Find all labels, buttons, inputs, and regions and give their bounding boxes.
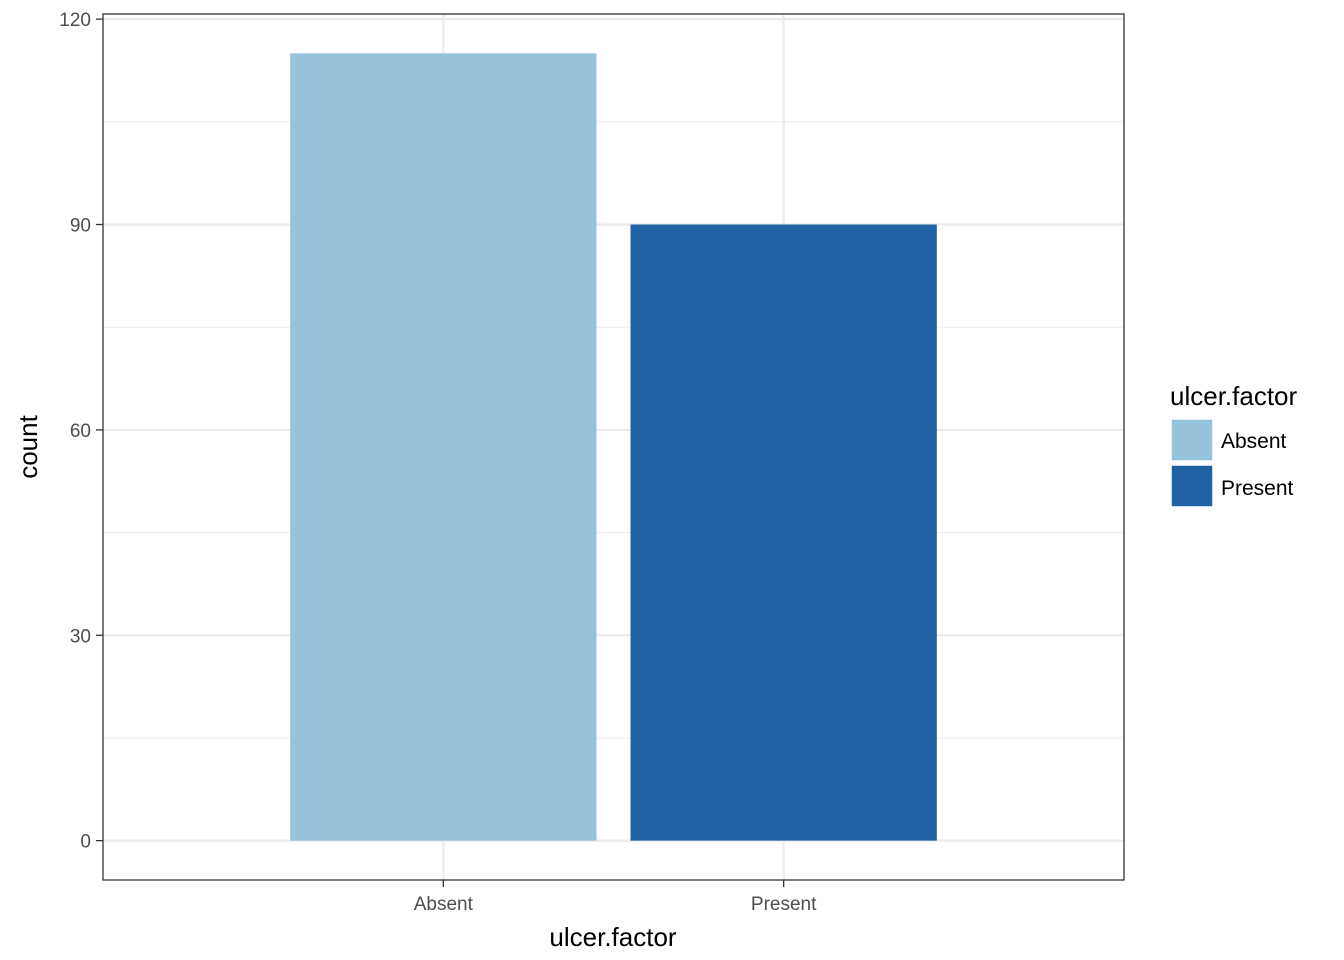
x-tick-label: Present <box>751 894 817 915</box>
y-tick-label: 30 <box>70 626 91 647</box>
bars <box>290 53 937 841</box>
bar-absent <box>290 53 597 841</box>
legend-title: ulcer.factor <box>1170 381 1298 411</box>
x-axis-title: ulcer.factor <box>549 922 677 952</box>
y-axis: 0 30 60 90 120 <box>59 10 103 853</box>
x-tick-label: Absent <box>414 894 474 915</box>
legend: ulcer.factor Absent Present <box>1170 381 1298 508</box>
y-tick-label: 120 <box>59 10 91 31</box>
plot-panel-background <box>103 14 1124 880</box>
legend-label-absent: Absent <box>1221 430 1287 453</box>
bar-present <box>630 224 937 841</box>
legend-key-present <box>1170 464 1214 508</box>
y-tick-label: 90 <box>70 216 91 237</box>
plot-panel-border <box>102 13 1125 881</box>
y-axis-title: count <box>13 414 43 478</box>
y-tick-label: 0 <box>80 832 91 853</box>
minor-gridlines <box>103 121 1124 739</box>
x-axis: Absent Present <box>414 880 817 915</box>
y-tick-label: 60 <box>70 421 91 442</box>
legend-label-present: Present <box>1221 477 1294 500</box>
legend-key-absent <box>1170 418 1214 462</box>
